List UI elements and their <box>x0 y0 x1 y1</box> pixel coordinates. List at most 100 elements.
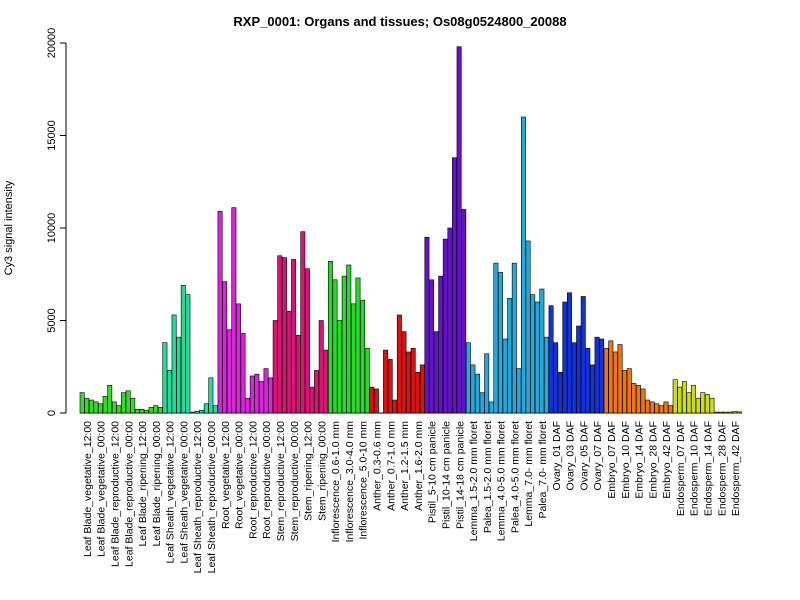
bar <box>107 384 113 414</box>
bar <box>534 301 540 414</box>
bar <box>396 314 402 414</box>
bar <box>350 303 356 414</box>
x-tick-label: Endosperm_28 DAF <box>716 421 728 516</box>
x-tick-label: Leaf Blade_vegetative_12:00 <box>82 421 94 557</box>
bar <box>704 394 710 414</box>
bar <box>567 292 572 414</box>
bar <box>258 381 264 414</box>
bar <box>327 260 333 414</box>
bar <box>309 386 315 414</box>
bar <box>714 411 720 414</box>
bar <box>553 342 559 414</box>
bar <box>594 336 600 414</box>
bar <box>737 411 743 414</box>
x-tick-label: Leaf Blade_ripening_12:00 <box>137 421 149 547</box>
bar <box>130 397 136 414</box>
bar <box>433 331 439 414</box>
bar <box>364 347 370 414</box>
x-tick-label: Root_vegetative_00:00 <box>234 421 246 529</box>
bar <box>88 399 94 414</box>
bar <box>585 347 591 414</box>
x-tick-label: Endosperm_14 DAF <box>703 421 715 516</box>
bar <box>668 405 674 414</box>
bar <box>134 408 140 414</box>
x-tick-label: Ovary_07 DAF <box>592 421 604 490</box>
bar <box>217 211 223 414</box>
bar <box>723 411 729 414</box>
bar <box>263 368 269 414</box>
bar <box>580 296 586 414</box>
bar <box>576 325 582 414</box>
bar <box>470 364 476 414</box>
bar <box>530 294 536 414</box>
y-axis: 0 5000 10000 15000 20000 <box>46 28 67 416</box>
bar <box>190 411 195 414</box>
x-tick-label: Leaf Blade_reproductive_00:00 <box>123 421 135 567</box>
x-tick-label: Pistil_10-14 cm panicle <box>440 421 452 529</box>
y-tick-label: 5000 <box>46 308 58 332</box>
x-tick-label: Root_vegetative_12:00 <box>220 421 232 529</box>
bar <box>254 373 260 414</box>
bar <box>93 401 99 414</box>
x-tick-label: Ovary_01 DAF <box>551 421 563 490</box>
bar <box>663 401 669 414</box>
x-tick-label: Leaf Sheath_reproductive_12:00 <box>192 421 204 574</box>
y-tick-label: 10000 <box>46 213 58 244</box>
bar <box>521 116 526 414</box>
bar <box>695 397 701 414</box>
bar <box>438 275 444 414</box>
bar <box>360 299 366 414</box>
bar <box>557 371 563 414</box>
bar <box>392 399 398 414</box>
bar <box>346 264 352 414</box>
bar <box>548 305 554 414</box>
bar <box>406 351 411 414</box>
bar <box>456 46 462 414</box>
bar <box>111 401 117 414</box>
chart-title: RXP_0001: Organs and tissues; Os08g05248… <box>233 14 566 29</box>
bar <box>121 392 126 414</box>
x-tick-label: Root_reproductive_12:00 <box>247 421 259 539</box>
bar <box>465 342 471 414</box>
bar <box>475 373 480 414</box>
x-tick-label: Root_reproductive_00:00 <box>261 421 273 539</box>
x-tick-label: Embryo_10 DAF <box>620 421 632 499</box>
bar <box>691 384 697 414</box>
bar <box>649 401 655 414</box>
x-tick-label: Palea_7.0- mm floret <box>537 421 549 519</box>
bars-group <box>79 46 743 414</box>
bar <box>631 383 637 414</box>
x-tick-label: Anther_0.7-1.0 mm <box>385 421 397 511</box>
bar <box>626 368 632 414</box>
bar <box>98 403 103 414</box>
bar <box>672 379 678 414</box>
x-tick-label: Pistil_5-10 cm panicle <box>427 421 439 523</box>
bar <box>157 407 163 414</box>
x-tick-label: Stem_reproductive_00:00 <box>289 421 301 541</box>
bar <box>222 281 228 414</box>
bar <box>185 294 191 414</box>
bar <box>304 268 310 414</box>
bar <box>442 238 448 414</box>
bar <box>148 407 154 414</box>
bar <box>484 353 490 414</box>
bar <box>139 408 145 414</box>
x-tick-label: Ovary_03 DAF <box>565 421 577 490</box>
x-tick-label: Leaf Sheath_reproductive_00:00 <box>206 421 218 574</box>
x-tick-label: Anther_0.3-0.6 mm <box>372 421 384 511</box>
bar <box>401 331 407 414</box>
x-tick-label: Palea_4.0-5.0 mm floret <box>509 421 521 533</box>
x-tick-label: Stem_reproductive_12:00 <box>275 421 287 541</box>
x-tick-label: Embryo_07 DAF <box>606 421 618 499</box>
bar <box>516 368 522 414</box>
bar <box>162 342 168 414</box>
y-axis-label: Cy3 signal intensity <box>3 180 15 275</box>
bar <box>502 338 508 414</box>
y-tick-label: 20000 <box>46 28 58 59</box>
bar <box>249 375 255 414</box>
x-tick-label: Endosperm_10 DAF <box>689 421 701 516</box>
bar <box>479 392 485 414</box>
bar <box>589 364 595 414</box>
bar <box>194 410 200 414</box>
